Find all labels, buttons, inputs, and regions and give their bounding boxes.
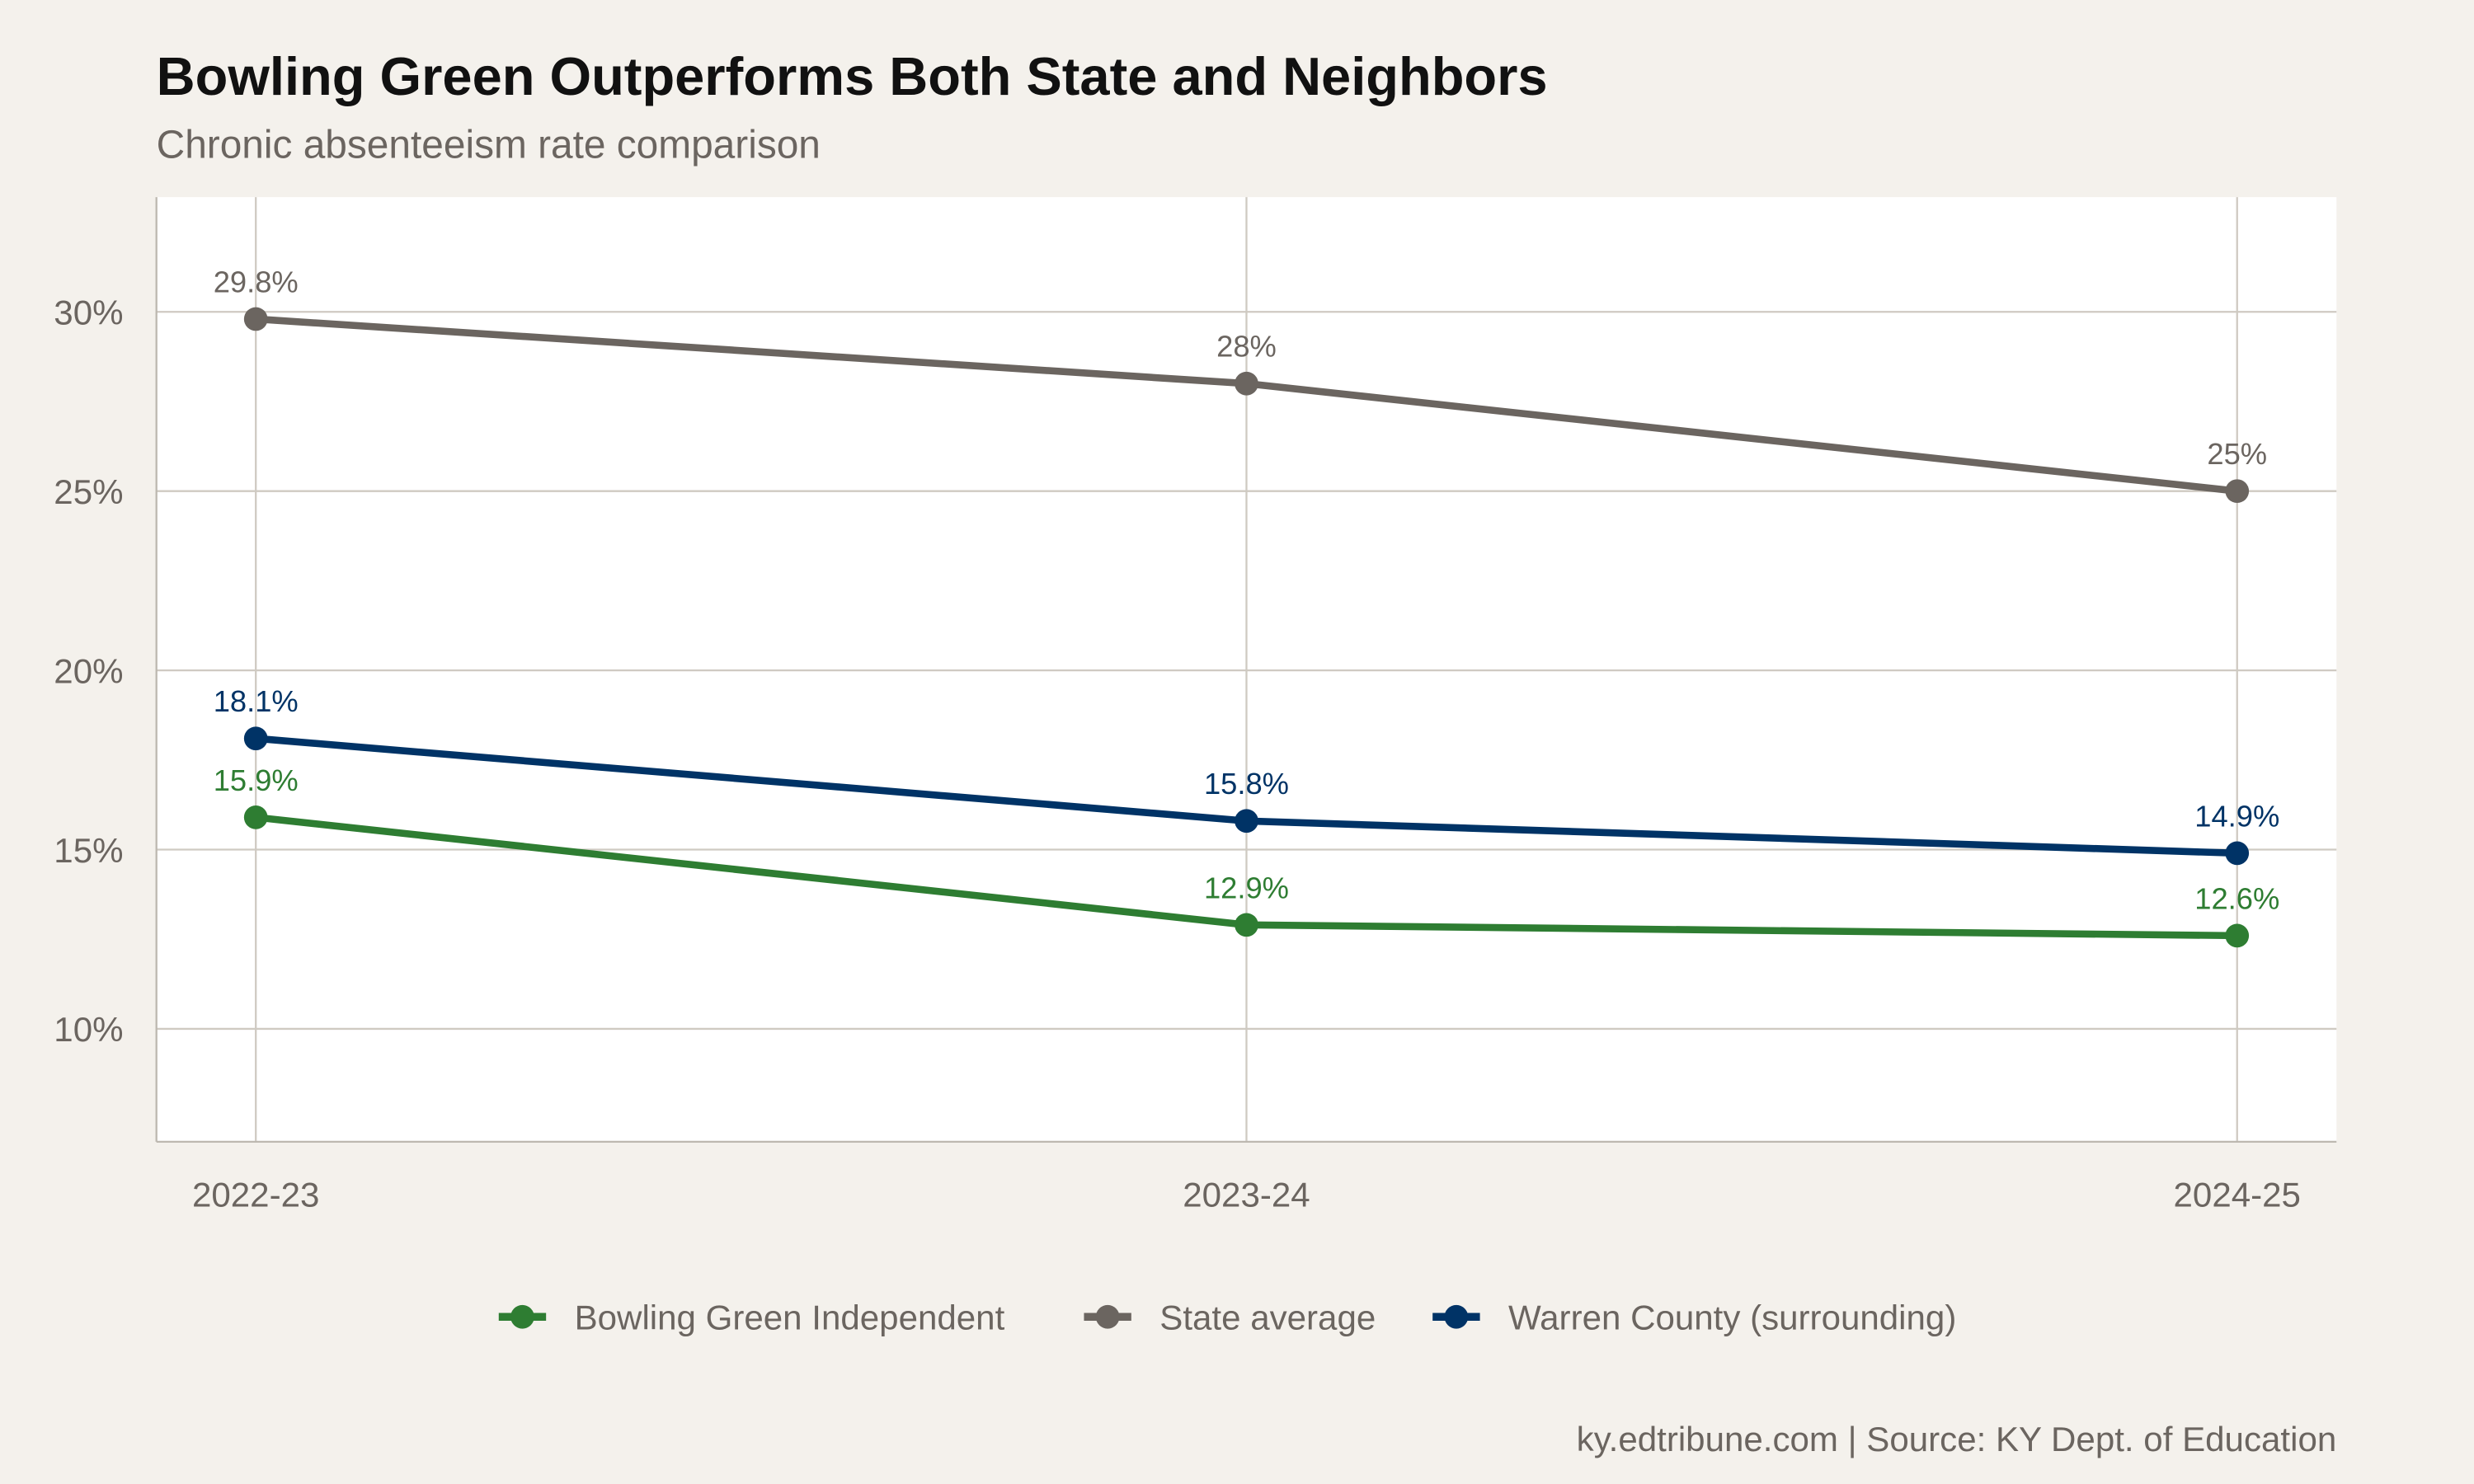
legend-label: Warren County (surrounding) (1508, 1298, 1956, 1337)
y-tick-label: 15% (54, 831, 123, 870)
data-point (2225, 479, 2250, 504)
data-point (243, 307, 268, 331)
chart-subtitle: Chronic absenteeism rate comparison (157, 123, 821, 167)
data-label: 18.1% (214, 684, 299, 718)
y-tick-label: 20% (54, 651, 123, 690)
data-label: 29.8% (214, 265, 299, 298)
legend-label: Bowling Green Independent (575, 1298, 1005, 1337)
legend: Bowling Green Independent State average Wa… (498, 1298, 1956, 1337)
data-point (243, 726, 268, 751)
legend-label: State average (1159, 1298, 1376, 1337)
legend-marker (510, 1304, 534, 1329)
data-point (2225, 841, 2250, 866)
data-point (1235, 913, 1258, 937)
legend-marker (1444, 1304, 1469, 1329)
y-tick-label: 10% (54, 1010, 123, 1049)
data-label: 15.8% (1204, 767, 1289, 801)
data-point (1235, 809, 1258, 834)
data-point (1235, 371, 1258, 396)
data-label: 28% (1216, 330, 1277, 364)
chart-title: Bowling Green Outperforms Both State and… (157, 46, 1548, 106)
data-label: 14.9% (2194, 799, 2279, 833)
x-tick-label: 2023-24 (1183, 1175, 1310, 1214)
data-point (2225, 923, 2250, 948)
y-tick-label: 30% (54, 294, 123, 332)
data-point (243, 805, 268, 829)
x-tick-label: 2022-23 (192, 1175, 319, 1214)
y-tick-label: 25% (54, 472, 123, 511)
data-label: 12.6% (2194, 881, 2279, 915)
chart-caption: ky.edtribune.com | Source: KY Dept. of E… (1577, 1420, 2337, 1458)
data-label: 12.9% (1204, 871, 1289, 904)
x-tick-label: 2024-25 (2174, 1175, 2301, 1214)
data-label: 25% (2207, 437, 2267, 471)
data-label: 15.9% (214, 763, 299, 797)
legend-marker (1095, 1304, 1120, 1329)
